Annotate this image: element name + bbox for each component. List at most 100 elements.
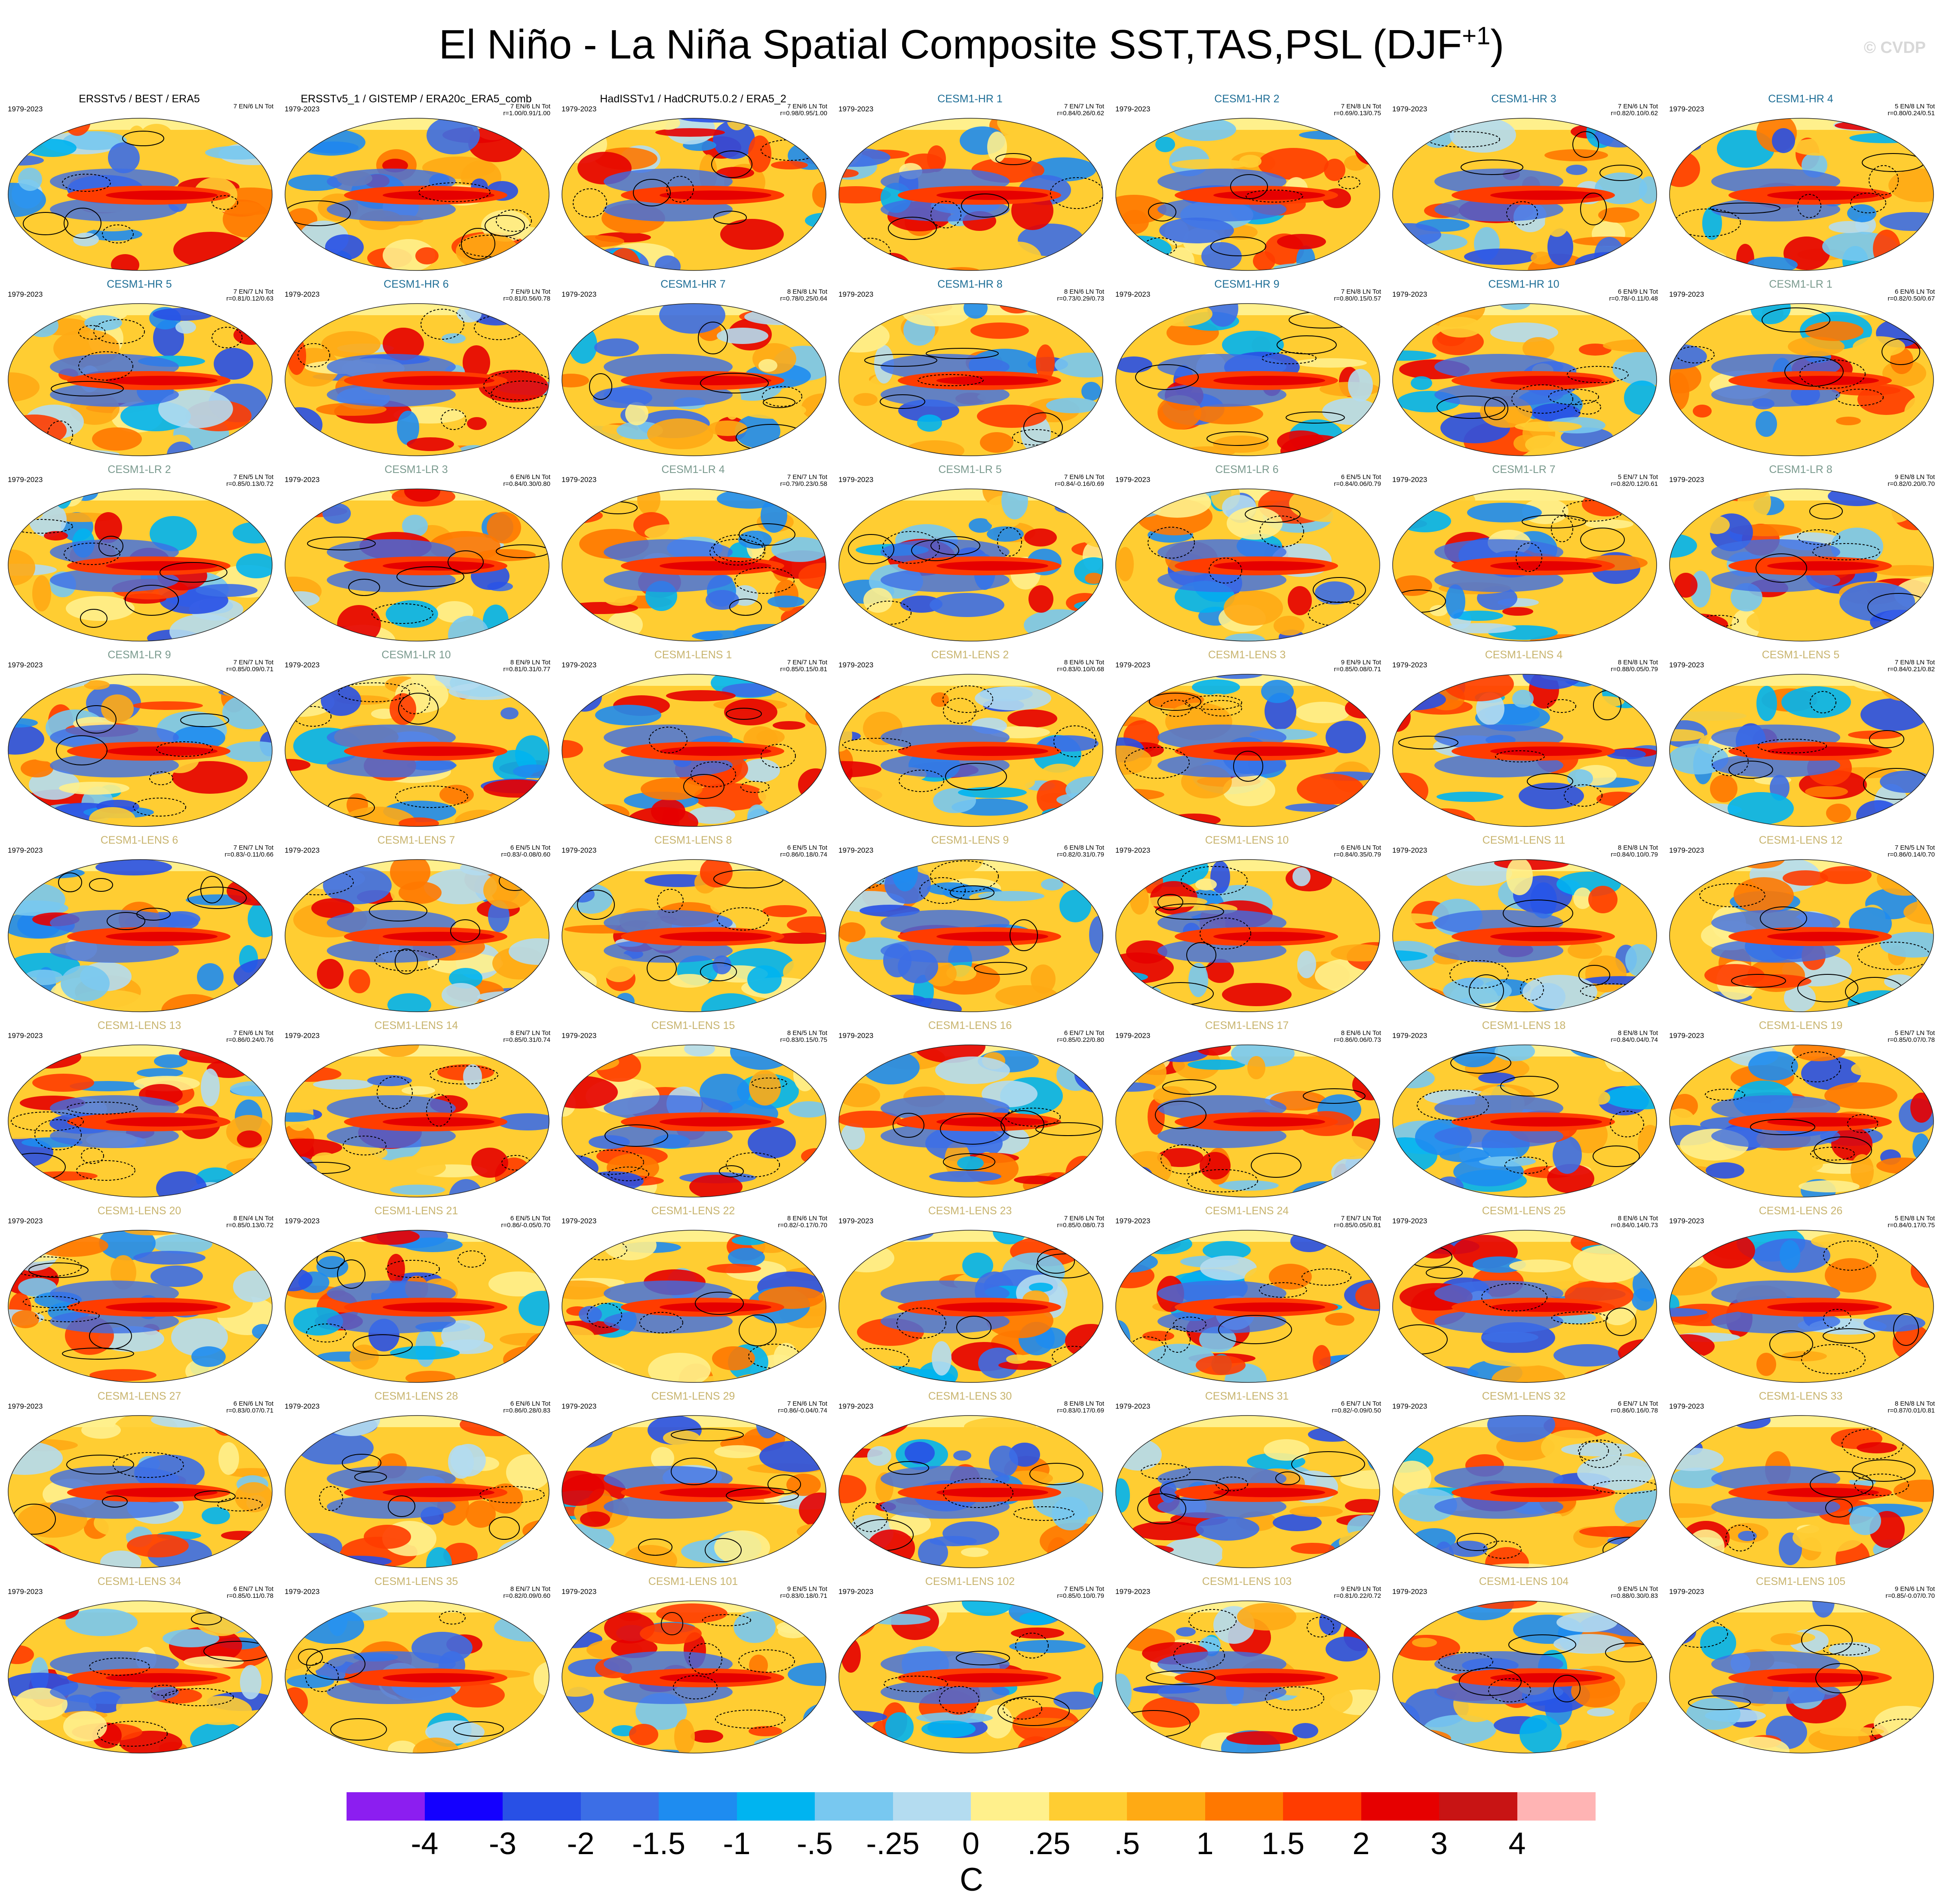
- pattern-correlations: r=0.84/0.06/0.79: [1334, 480, 1381, 488]
- composite-map: [1115, 1230, 1380, 1383]
- panel-stats: 9 EN/9 LN Tot r=0.81/0.22/0.72: [1334, 1586, 1381, 1600]
- composite-map: [1392, 1230, 1657, 1383]
- event-counts: 9 EN/5 LN Tot: [1618, 1585, 1658, 1593]
- panel-stats: 9 EN/8 LN Tot r=0.82/0.20/0.70: [1888, 474, 1935, 488]
- event-counts: 7 EN/6 LN Tot: [510, 103, 550, 110]
- map-panel: CESM1-HR 2 1979-2023 7 EN/8 LN Tot r=0.69/0…: [1109, 92, 1384, 273]
- colorbar-tick-label: 3: [1430, 1827, 1448, 1861]
- map-panel: CESM1-HR 7 1979-2023 8 EN/8 LN Tot r=0.78/0…: [556, 277, 831, 458]
- pattern-correlations: r=0.78/0.25/0.64: [780, 295, 827, 302]
- map-panel: CESM1-LENS 22 1979-2023 8 EN/6 LN Tot r=0.8…: [556, 1204, 831, 1385]
- panel-stats: 7 EN/5 LN Tot r=0.86/0.14/0.70: [1888, 845, 1935, 858]
- composite-map: [1669, 488, 1934, 642]
- panel-title: CESM1-HR 1: [937, 93, 1003, 105]
- panel-period: 1979-2023: [838, 290, 874, 298]
- composite-map: [838, 488, 1103, 642]
- composite-map: [1115, 1044, 1380, 1198]
- composite-map: [562, 1044, 826, 1198]
- panel-title: CESM1-LENS 29: [651, 1390, 735, 1402]
- panel-period: 1979-2023: [562, 105, 597, 113]
- panel-period: 1979-2023: [285, 1217, 320, 1225]
- panel-period: 1979-2023: [1669, 846, 1704, 854]
- map-panel: CESM1-LENS 101 1979-2023 9 EN/5 LN Tot r=0.…: [556, 1575, 831, 1755]
- panel-stats: 7 EN/7 LN Tot r=0.79/0.23/0.58: [780, 474, 827, 488]
- panel-period: 1979-2023: [1669, 476, 1704, 484]
- map-panel: CESM1-HR 4 1979-2023 5 EN/8 LN Tot r=0.80/0…: [1663, 92, 1938, 273]
- panel-title: CESM1-LENS 5: [1762, 649, 1840, 661]
- composite-map: [562, 1230, 826, 1383]
- composite-map: [562, 1415, 826, 1568]
- composite-map: [8, 488, 273, 642]
- event-counts: 8 EN/8 LN Tot: [1894, 1400, 1935, 1407]
- panel-title: CESM1-LR 6: [1215, 464, 1279, 476]
- event-counts: 6 EN/6 LN Tot: [510, 1400, 550, 1407]
- map-panel: CESM1-LENS 25 1979-2023 8 EN/6 LN Tot r=0.8…: [1386, 1204, 1661, 1385]
- panel-title: CESM1-LENS 33: [1759, 1390, 1843, 1402]
- panel-period: 1979-2023: [1392, 105, 1427, 113]
- panel-title: CESM1-LENS 11: [1482, 834, 1565, 846]
- map-panel: CESM1-LENS 103 1979-2023 9 EN/9 LN Tot r=0.…: [1109, 1575, 1384, 1755]
- colorbar-box: [971, 1792, 1049, 1821]
- composite-map: [8, 674, 273, 827]
- map-panel: CESM1-LENS 5 1979-2023 7 EN/8 LN Tot r=0.84…: [1663, 648, 1938, 829]
- panel-period: 1979-2023: [1392, 846, 1427, 854]
- panel-period: 1979-2023: [1392, 1217, 1427, 1225]
- pattern-correlations: r=0.83/0.10/0.68: [1057, 666, 1104, 673]
- panel-title: CESM1-LENS 27: [97, 1390, 181, 1402]
- composite-map: [285, 859, 549, 1012]
- map-panel: CESM1-LENS 10 1979-2023 6 EN/6 LN Tot r=0.8…: [1109, 833, 1384, 1014]
- panel-period: 1979-2023: [1115, 1217, 1151, 1225]
- panel-title: CESM1-HR 4: [1768, 93, 1833, 105]
- event-counts: 7 EN/7 LN Tot: [787, 659, 827, 666]
- composite-map: [1669, 1044, 1934, 1198]
- map-panel: CESM1-LENS 15 1979-2023 8 EN/5 LN Tot r=0.8…: [556, 1019, 831, 1199]
- pattern-correlations: r=0.84/0.26/0.62: [1057, 110, 1104, 117]
- map-panel: CESM1-LENS 104 1979-2023 9 EN/5 LN Tot r=0.…: [1386, 1575, 1661, 1755]
- pattern-correlations: r=1.00/0.91/1.00: [503, 110, 550, 117]
- panel-stats: 8 EN/6 LN Tot r=0.73/0.29/0.73: [1057, 289, 1104, 302]
- event-counts: 7 EN/6 LN Tot: [233, 103, 273, 110]
- event-counts: 7 EN/6 LN Tot: [1618, 103, 1658, 110]
- panel-title: CESM1-LR 5: [938, 464, 1002, 476]
- panel-stats: 8 EN/8 LN Tot r=0.84/0.04/0.74: [1611, 1030, 1658, 1044]
- map-panel: CESM1-LR 3 1979-2023 6 EN/6 LN Tot r=0.84/0…: [279, 463, 554, 643]
- colorbar-tick-label: -4: [411, 1827, 439, 1861]
- panel-title: CESM1-LR 3: [384, 464, 448, 476]
- map-panel: CESM1-LENS 24 1979-2023 7 EN/7 LN Tot r=0.8…: [1109, 1204, 1384, 1385]
- pattern-correlations: r=0.98/0.95/1.00: [780, 110, 827, 117]
- panel-period: 1979-2023: [1115, 1588, 1151, 1596]
- map-panel: CESM1-LR 8 1979-2023 9 EN/8 LN Tot r=0.82/0…: [1663, 463, 1938, 643]
- event-counts: 6 EN/6 LN Tot: [233, 1400, 273, 1407]
- composite-map: [838, 1044, 1103, 1198]
- composite-map: [838, 674, 1103, 827]
- composite-map: [1392, 488, 1657, 642]
- panel-period: 1979-2023: [285, 476, 320, 484]
- pattern-correlations: r=0.83/0.17/0.69: [1057, 1407, 1104, 1414]
- panel-period: 1979-2023: [1392, 1402, 1427, 1410]
- map-panel: CESM1-LENS 27 1979-2023 6 EN/6 LN Tot r=0.8…: [2, 1389, 277, 1570]
- panel-period: 1979-2023: [8, 1402, 43, 1410]
- pattern-correlations: r=0.83/-0.11/0.66: [224, 851, 273, 858]
- composite-map: [838, 1415, 1103, 1568]
- panel-period: 1979-2023: [285, 661, 320, 669]
- event-counts: 6 EN/6 LN Tot: [510, 473, 550, 481]
- composite-map: [1115, 1415, 1380, 1568]
- panel-period: 1979-2023: [8, 1032, 43, 1040]
- event-counts: 7 EN/7 LN Tot: [1064, 103, 1104, 110]
- map-panel: CESM1-LENS 3 1979-2023 9 EN/9 LN Tot r=0.85…: [1109, 648, 1384, 829]
- panel-stats: 7 EN/7 LN Tot r=0.83/-0.11/0.66: [224, 845, 273, 858]
- map-panel: CESM1-LENS 12 1979-2023 7 EN/5 LN Tot r=0.8…: [1663, 833, 1938, 1014]
- panel-stats: 6 EN/6 LN Tot r=0.84/0.35/0.79: [1334, 845, 1381, 858]
- panel-stats: 8 EN/8 LN Tot r=0.83/0.17/0.69: [1057, 1400, 1104, 1414]
- composite-map: [1392, 118, 1657, 271]
- pattern-correlations: r=0.85/0.09/0.71: [226, 666, 273, 673]
- map-panel: CESM1-LENS 34 1979-2023 6 EN/7 LN Tot r=0.8…: [2, 1575, 277, 1755]
- panel-stats: 7 EN/5 LN Tot r=0.85/0.13/0.72: [226, 474, 273, 488]
- map-panel-grid: ERSSTv5 / BEST / ERA5 1979-2023 7 EN/6 LN …: [2, 92, 1938, 1755]
- panel-period: 1979-2023: [8, 290, 43, 298]
- event-counts: 5 EN/7 LN Tot: [1894, 1029, 1935, 1037]
- pattern-correlations: r=0.86/0.06/0.73: [1334, 1036, 1381, 1044]
- panel-period: 1979-2023: [562, 661, 597, 669]
- panel-title: CESM1-LR 2: [107, 464, 171, 476]
- event-counts: 5 EN/7 LN Tot: [1618, 473, 1658, 481]
